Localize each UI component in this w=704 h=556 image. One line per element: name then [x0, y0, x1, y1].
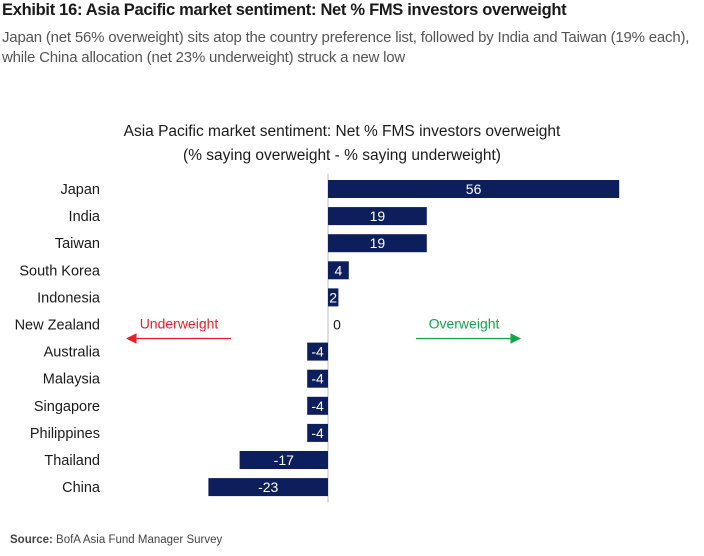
bar [307, 396, 328, 415]
category-label: Malaysia [43, 372, 101, 388]
data-label: -4 [311, 425, 324, 441]
data-label: -4 [311, 371, 324, 387]
chart-subtitle: (% saying overweight - % saying underwei… [183, 147, 501, 164]
category-label: Australia [44, 345, 101, 361]
data-label: 19 [370, 235, 386, 251]
data-label: 2 [329, 289, 337, 305]
data-label: -23 [258, 479, 278, 495]
data-label: -4 [311, 344, 324, 360]
category-label: South Korea [19, 263, 101, 279]
bar [328, 180, 620, 198]
category-label: India [69, 209, 101, 225]
bar [307, 342, 328, 361]
bar [328, 288, 339, 307]
category-label: China [62, 480, 101, 496]
overweight-label: Overweight [429, 316, 500, 332]
exhibit-subtitle: Japan (net 56% overweight) sits atop the… [2, 29, 690, 66]
exhibit-title: Exhibit 16: Asia Pacific market sentimen… [2, 1, 567, 19]
category-label: Japan [60, 182, 100, 198]
bar [208, 478, 328, 497]
bar [328, 207, 427, 226]
underweight-label: Underweight [140, 316, 219, 332]
source-text: BofA Asia Fund Manager Survey [56, 534, 223, 546]
category-label: Philippines [30, 426, 100, 442]
category-label: New Zealand [15, 318, 100, 334]
bar [239, 451, 328, 469]
source-line: Source: BofA Asia Fund Manager Survey [10, 534, 222, 546]
category-label: Indonesia [37, 290, 101, 306]
data-label: 4 [335, 262, 343, 278]
category-label: Singapore [34, 399, 100, 415]
bar [307, 369, 328, 388]
bar [328, 261, 349, 280]
bar [307, 423, 328, 442]
category-label: Taiwan [55, 236, 100, 252]
data-label: -4 [311, 398, 324, 414]
chart-title: Asia Pacific market sentiment: Net % FMS… [124, 123, 561, 140]
data-label: 19 [370, 208, 386, 224]
data-label: 56 [466, 181, 482, 197]
data-label: -17 [274, 452, 294, 468]
data-label: 0 [333, 317, 341, 333]
category-label: Thailand [44, 453, 100, 469]
source-label: Source: [10, 534, 53, 546]
bar [328, 234, 427, 253]
